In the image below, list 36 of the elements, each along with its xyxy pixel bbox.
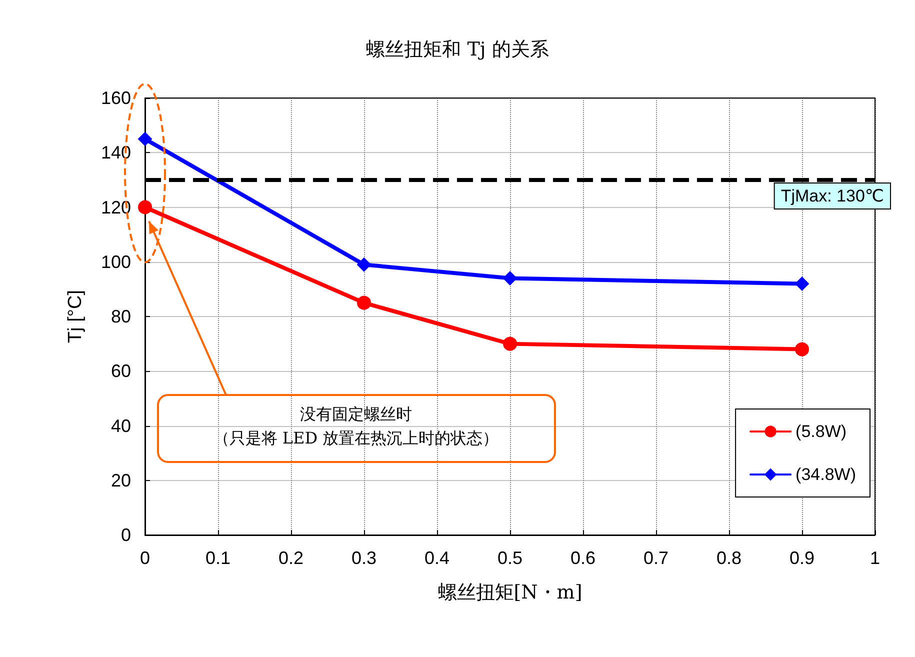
- x-tick-label: 0.9: [789, 548, 815, 568]
- x-tick-label: 0: [140, 548, 150, 568]
- x-tick-label: 0.2: [278, 548, 304, 568]
- ref-line-label: TjMax: 130℃: [780, 186, 884, 206]
- y-tick-label: 20: [110, 470, 131, 490]
- y-tick-label: 140: [100, 142, 131, 163]
- annotation: 没有固定螺丝时: [300, 404, 412, 424]
- x-tick-label: 0.4: [424, 548, 450, 568]
- x-tick-label: 0.6: [570, 548, 596, 568]
- x-tick-label: 1: [870, 548, 880, 568]
- x-tick-label: 0.3: [351, 548, 377, 568]
- y-tick-label: 60: [110, 361, 131, 382]
- x-tick-label: 0.1: [205, 548, 231, 568]
- point: [795, 276, 809, 291]
- point: [138, 200, 152, 214]
- y-tick-label: 80: [110, 306, 131, 326]
- y-tick-label: 40: [110, 416, 131, 436]
- x-axis-title: 螺丝扭矩[N・m]: [438, 582, 582, 604]
- y-tick-label: 100: [100, 252, 131, 272]
- point: [357, 258, 371, 272]
- point: [503, 336, 517, 351]
- legend-label: (5.8W): [796, 422, 847, 441]
- legend-label: (34.8W): [796, 465, 856, 484]
- annotation: （只是将 LED 放置在热沉上时的状态）: [213, 428, 499, 448]
- point: [357, 296, 371, 310]
- x-tick-label: 0.8: [716, 548, 742, 568]
- point: [795, 342, 809, 356]
- point: [138, 132, 152, 146]
- y-tick-label: 120: [100, 197, 131, 218]
- y-axis-title: Tj [°C]: [65, 290, 86, 343]
- point: [503, 271, 517, 286]
- x-tick-label: 0.7: [643, 548, 669, 568]
- chart-title: 螺丝扭矩和 Tj 的关系: [366, 38, 549, 60]
- x-tick-label: 0.5: [497, 548, 523, 568]
- y-tick-label: 160: [100, 88, 131, 108]
- y-tick-label: 0: [120, 525, 131, 545]
